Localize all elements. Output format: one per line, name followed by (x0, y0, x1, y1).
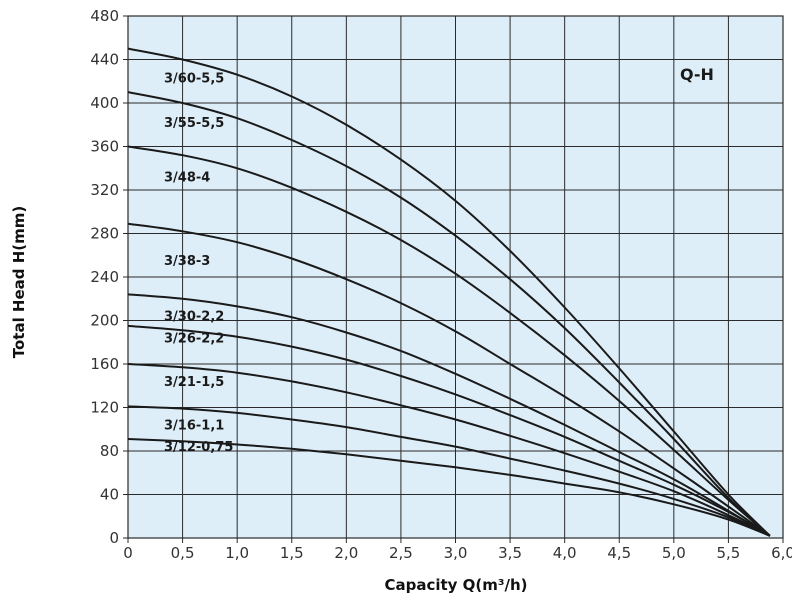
y-axis-title: Total Head H(mm) (10, 206, 28, 359)
y-tick-label: 120 (90, 399, 119, 417)
y-tick-label: 160 (90, 355, 119, 373)
y-tick-label: 0 (109, 529, 119, 547)
qh-annotation: Q-H (680, 65, 714, 84)
tick-labels: 0 0,5 1,0 1,5 2,0 2,5 3,0 3,5 4,0 4,5 5,0 5,5 6,0 0 40… (90, 7, 792, 562)
series-label: 3/55-5,5 (164, 116, 224, 131)
series-label: 3/48-4 (164, 170, 210, 185)
x-tick-label: 4,5 (607, 544, 631, 562)
x-axis-title: Capacity Q(m³/h) (384, 576, 527, 594)
series-label: 3/60-5,5 (164, 71, 224, 86)
series-label: 3/26-2,2 (164, 331, 224, 346)
series-label: 3/16-1,1 (164, 418, 224, 433)
series-label: 3/38-3 (164, 254, 210, 269)
series-label: 3/12-0,75 (164, 440, 233, 455)
series-line (127, 47, 771, 537)
y-tick-label: 440 (90, 51, 119, 69)
x-tick-label: 3,0 (444, 544, 468, 562)
curves (127, 47, 771, 537)
series-label: 3/30-2,2 (164, 310, 224, 325)
series-line (127, 438, 771, 537)
x-tick-label: 0,5 (171, 544, 195, 562)
series-line (127, 145, 771, 537)
series-line (127, 222, 771, 537)
x-tick-label: 5,0 (662, 544, 686, 562)
series-line (127, 324, 771, 537)
x-tick-label: 2,0 (334, 544, 358, 562)
x-tick-label: 3,5 (498, 544, 522, 562)
y-tick-label: 240 (90, 268, 119, 286)
y-tick-label: 360 (90, 138, 119, 156)
y-tick-label: 480 (90, 7, 119, 25)
series-label: 3/21-1,5 (164, 375, 224, 390)
x-tick-label: 0 (123, 544, 133, 562)
series-line (127, 293, 771, 537)
series-line (127, 363, 771, 537)
series-line (127, 91, 771, 537)
x-tick-label: 4,0 (553, 544, 577, 562)
y-tick-label: 280 (90, 225, 119, 243)
series-line (127, 405, 771, 537)
x-tick-label: 5,5 (716, 544, 740, 562)
y-tick-label: 200 (90, 312, 119, 330)
y-tick-label: 400 (90, 94, 119, 112)
y-tick-label: 80 (100, 442, 119, 460)
x-tick-label: 1,5 (280, 544, 304, 562)
gridlines (123, 15, 784, 543)
series-labels: 3/60-5,5 3/55-5,5 3/48-4 3/38-3 3/30-2,2 3/26… (164, 71, 233, 455)
y-tick-label: 320 (90, 181, 119, 199)
x-tick-label: 1,0 (225, 544, 249, 562)
y-tick-label: 40 (100, 486, 119, 504)
x-tick-label: 6,0 (771, 544, 792, 562)
x-tick-label: 2,5 (389, 544, 413, 562)
